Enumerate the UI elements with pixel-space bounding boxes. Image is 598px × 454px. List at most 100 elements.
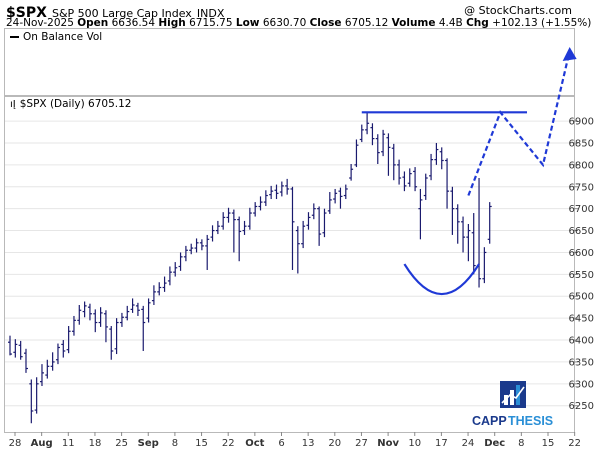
ohlc-bar — [34, 377, 39, 414]
ohlc-bar — [183, 245, 188, 262]
obv-swatch — [10, 36, 19, 38]
ohlc-bar — [407, 168, 412, 187]
ohlc-bar — [386, 133, 391, 176]
ohlc-bar — [338, 187, 343, 209]
exchange: INDX — [196, 7, 225, 20]
ohlc-bar — [461, 216, 466, 253]
ohlc-bar — [311, 203, 316, 220]
ohlc-bar — [247, 207, 252, 230]
y-tick-label: 6850 — [569, 138, 594, 149]
ohlc-bar — [114, 318, 119, 355]
ohlc-bar — [29, 379, 34, 424]
ohlc-bar — [210, 225, 215, 242]
x-tick-label: 8 — [518, 438, 524, 449]
ohlc-bar — [253, 202, 258, 217]
x-tick-label: 22 — [222, 438, 235, 449]
ohlc-bar — [375, 134, 380, 164]
x-tick-label: 13 — [302, 438, 315, 449]
ohlc-bar — [317, 206, 322, 246]
ohlc-bar — [50, 352, 55, 371]
ohlc-bar — [450, 186, 455, 235]
grid-lines — [5, 120, 574, 407]
y-tick-label: 6450 — [569, 314, 594, 325]
low-label: Low — [235, 17, 260, 29]
ohlc-bar — [466, 223, 471, 262]
ohlc-bar — [199, 239, 204, 251]
x-axis-ticks: 28 Aug 11 18 25 Sep 8 15 22 Oct 6 13 20 27 Nov 10 17 24 De… — [9, 432, 581, 449]
logo-bar-2 — [510, 390, 514, 405]
ohlc-bar — [103, 310, 108, 343]
ohlc-bar — [397, 159, 402, 185]
ohlc-bar — [482, 247, 487, 284]
ohlc-bar — [231, 209, 236, 253]
ohlc-bar — [455, 204, 460, 244]
ohlc-bar — [135, 302, 140, 316]
price-legend-label: $SPX (Daily) 6705.12 — [19, 98, 132, 110]
ohlc-bar — [301, 220, 306, 249]
logo-text-capp: CAPP — [472, 414, 507, 428]
volume-value: 4.4B — [438, 17, 463, 29]
x-tick-label: Oct — [245, 438, 264, 449]
y-tick-label: 6600 — [569, 248, 594, 259]
x-tick-label: Sep — [138, 438, 159, 449]
x-tick-label: 18 — [89, 438, 102, 449]
open-label: Open — [77, 17, 109, 29]
ohlc-bar — [157, 282, 162, 296]
ohlc-bar — [242, 220, 247, 235]
ohlc-bar — [471, 213, 476, 275]
ohlc-bar — [322, 208, 327, 238]
ohlc-bar — [82, 301, 87, 318]
ohlc-bar — [23, 348, 28, 373]
ohlc-bar — [141, 305, 146, 351]
x-tick-label: 17 — [435, 438, 448, 449]
ohlc-bar — [237, 216, 242, 262]
ohlc-bar — [279, 181, 284, 197]
index-name: S&P 500 Large Cap Index — [51, 7, 192, 20]
ohlc-bar — [71, 315, 76, 336]
price-panel — [4, 96, 575, 433]
y-tick-label: 6750 — [569, 182, 594, 193]
ohlc-icon: ıĮ — [10, 98, 16, 110]
quote-line: 24-Nov-2025 Open 6636.54 High 6715.75 Lo… — [6, 17, 591, 29]
ohlc-bar — [306, 212, 311, 230]
ohlc-bar — [109, 326, 114, 360]
ohlc-bar — [162, 276, 167, 292]
ohlc-bar — [55, 343, 60, 365]
rounded-bottom-arc — [403, 263, 480, 295]
ohlc-bar — [98, 307, 103, 327]
chart-header: $SPX S&P 500 Large Cap Index INDX — [6, 2, 225, 21]
y-tick-label: 6400 — [569, 336, 594, 347]
ohlc-bar — [274, 184, 279, 200]
ohlc-bar — [146, 298, 151, 323]
ohlc-bar — [477, 178, 482, 288]
ohlc-bar — [93, 309, 98, 333]
high-label: High — [158, 17, 186, 29]
y-tick-label: 6800 — [569, 160, 594, 171]
x-tick-label: 15 — [542, 438, 555, 449]
ohlc-bar — [439, 147, 444, 170]
y-tick-label: 6350 — [569, 357, 594, 368]
x-tick-label: 22 — [568, 438, 581, 449]
ohlc-bar — [418, 188, 423, 240]
price-legend: ıĮ $SPX (Daily) 6705.12 — [10, 98, 131, 110]
chg-value: +102.13 (+1.55%) — [492, 17, 592, 29]
ohlc-bar — [18, 340, 23, 360]
annotations — [361, 47, 577, 295]
x-tick-label: 28 — [9, 438, 22, 449]
ohlc-bar — [295, 226, 300, 274]
chg-label: Chg — [466, 17, 489, 29]
x-tick-label: 10 — [408, 438, 421, 449]
x-tick-label: Aug — [31, 438, 53, 449]
ohlc-bar — [125, 305, 130, 321]
x-tick-label: 15 — [195, 438, 208, 449]
ohlc-bar — [66, 326, 71, 354]
y-tick-label: 6300 — [569, 379, 594, 390]
x-tick-label: 24 — [462, 438, 475, 449]
x-tick-label: 27 — [355, 438, 368, 449]
ohlc-bar — [215, 220, 220, 235]
ohlc-bar — [8, 335, 12, 356]
ohlc-bar — [194, 238, 199, 253]
ohlc-bar — [189, 243, 194, 255]
ohlc-bar — [61, 340, 66, 358]
logo-trend-line — [501, 386, 525, 404]
